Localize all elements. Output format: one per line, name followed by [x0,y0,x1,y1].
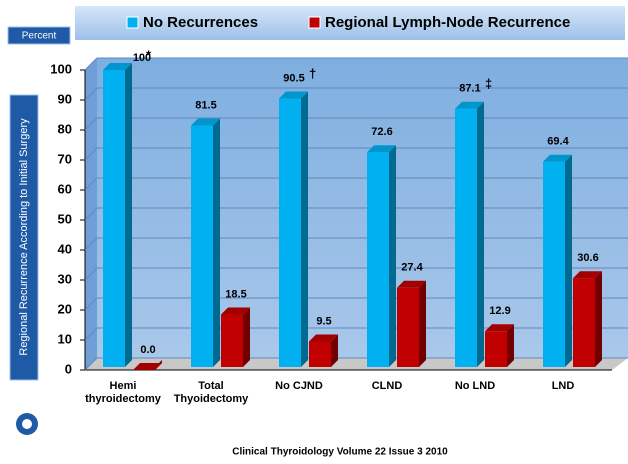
y-tick-label: 60 [58,181,72,196]
grid-line-side [84,267,98,281]
legend-label: Regional Lymph-Node Recurrence [325,14,570,31]
x-tick-label: LND [551,380,575,392]
bar-side [301,91,308,367]
bar-top [397,280,426,288]
grid-line-side [84,297,98,311]
bar [397,287,419,367]
annotation: * [146,47,152,62]
y-tick-label: 70 [58,151,72,166]
value-label: 100 [133,52,151,64]
bar [309,341,331,367]
y-tick-label: 100 [50,61,72,76]
y-tick-label: 0 [65,361,72,376]
value-label: 27.4 [401,262,423,274]
bar-top [191,118,220,126]
grid-line-side [84,57,98,71]
bar-top [221,307,250,315]
value-label: 18.5 [225,288,246,300]
y-tick-label: 40 [58,241,72,256]
bar-side [331,334,338,367]
bar-side [477,101,484,367]
bar-side [213,118,220,367]
value-label: 81.5 [195,99,216,111]
y-tick-label: 30 [58,271,72,286]
grid-line-side [84,357,98,371]
y-tick-label: 80 [58,121,72,136]
bar-top [367,145,396,153]
annotation: † [309,66,316,81]
bar [279,98,301,367]
annotation: ‡ [485,76,492,91]
bar-side [389,145,396,367]
value-label: 0.0 [140,344,155,356]
legend-swatch [126,16,139,29]
grid-line-side [84,327,98,341]
y-tick-label: 50 [58,211,72,226]
x-tick-label: No LND [454,380,496,392]
bar [485,331,507,367]
logo-inner [22,419,32,429]
value-label: 30.6 [577,252,598,264]
bar-top [279,91,308,99]
grid-line-side [84,117,98,131]
grid-line-side [84,207,98,221]
x-tick-label: CLND [371,380,403,392]
bar-side [125,63,132,367]
bar-top [133,363,162,370]
bar-top [309,334,338,342]
y-label-box [9,94,39,381]
footer: Clinical Thyroidology Volume 22 Issue 3 … [232,447,448,458]
y-axis-label: Regional Recurrence According to Initial… [18,118,30,356]
bar [367,152,389,367]
x-tick-label: Total Thyoidectomy [173,380,249,405]
legend-swatch [308,16,321,29]
bar [221,314,243,367]
bar-top [485,324,514,332]
bar-side [595,271,602,367]
bar [543,161,565,367]
bar [103,70,125,367]
bar [455,108,477,367]
x-tick-label: No CJND [275,380,323,392]
bar-side [419,280,426,367]
bar-side [507,324,514,367]
bar-top [573,271,602,279]
value-label: 9.5 [316,315,331,327]
legend-label: No Recurrences [143,14,258,31]
badge: Percent [22,31,57,42]
y-tick-label: 20 [58,301,72,316]
grid-line-side [84,87,98,101]
y-tick-label: 90 [58,91,72,106]
legend-banner [75,6,625,40]
bar-top [455,101,484,109]
bar [191,125,213,367]
bar [573,278,595,367]
grid-line-side [84,147,98,161]
grid-line-side [84,237,98,251]
x-tick-label: Hemi thyroidectomy [85,380,161,405]
value-label: 12.9 [489,305,510,317]
value-label: 90.5 [283,72,304,84]
y-tick-label: 10 [58,331,72,346]
bar-top [103,63,132,70]
value-label: 72.6 [371,126,392,138]
value-label: 69.4 [547,136,569,148]
bar-side [565,154,572,367]
bar-top [543,154,572,162]
badge-box [7,26,71,45]
grid-line-side [84,177,98,191]
bar-side [243,307,250,367]
value-label: 87.1 [459,83,480,95]
